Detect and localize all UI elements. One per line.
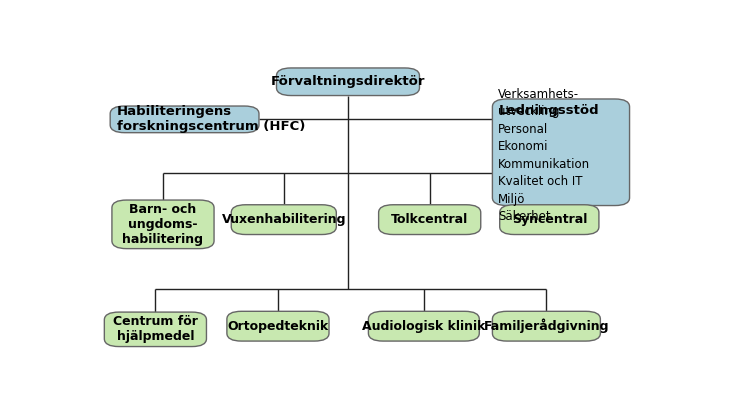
Text: Barn- och
ungdoms-
habilitering: Barn- och ungdoms- habilitering (123, 203, 203, 246)
Text: Tolkcentral: Tolkcentral (391, 213, 468, 226)
FancyBboxPatch shape (492, 99, 630, 206)
Text: Ortopedteknik: Ortopedteknik (227, 319, 328, 333)
FancyBboxPatch shape (231, 205, 337, 234)
Text: Vuxenhabilitering: Vuxenhabilitering (221, 213, 346, 226)
Text: Habiliteringens
forskningscentrum (HFC): Habiliteringens forskningscentrum (HFC) (117, 105, 306, 133)
FancyBboxPatch shape (110, 106, 259, 133)
FancyBboxPatch shape (276, 68, 419, 96)
Text: Syncentral: Syncentral (511, 213, 587, 226)
Text: Audiologisk klinik: Audiologisk klinik (362, 319, 486, 333)
FancyBboxPatch shape (500, 205, 599, 234)
FancyBboxPatch shape (112, 200, 214, 249)
Text: Familjerådgivning: Familjerådgivning (483, 319, 609, 333)
FancyBboxPatch shape (227, 311, 329, 341)
FancyBboxPatch shape (105, 312, 206, 347)
Text: Ledningsstöd: Ledningsstöd (498, 104, 599, 117)
FancyBboxPatch shape (379, 205, 480, 234)
Text: Förvaltningsdirektör: Förvaltningsdirektör (271, 75, 425, 88)
Text: Centrum för
hjälpmedel: Centrum för hjälpmedel (113, 315, 198, 344)
FancyBboxPatch shape (368, 311, 479, 341)
FancyBboxPatch shape (492, 311, 600, 341)
Text: Verksamhets-
utveckling
Personal
Ekonomi
Kommunikation
Kvalitet och IT
Miljö
Säk: Verksamhets- utveckling Personal Ekonomi… (498, 88, 590, 223)
